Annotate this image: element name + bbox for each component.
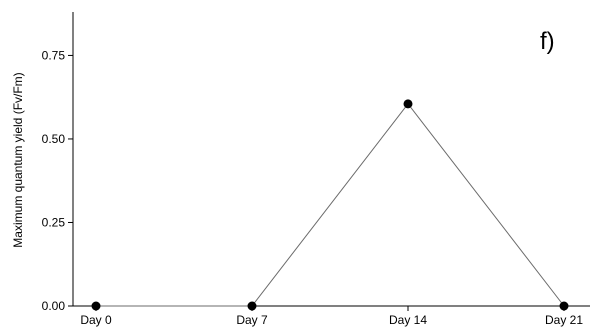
y-tick-label: 0.00: [42, 299, 66, 313]
y-tick-label: 0.75: [42, 48, 66, 62]
y-axis-label: Maximum quantum yield (Fv/Fm): [11, 72, 25, 247]
panel-label: f): [540, 28, 555, 55]
series-line: [96, 103, 565, 307]
data-point: [559, 301, 569, 311]
y-tick-label: 0.25: [42, 215, 66, 229]
y-ticks: 0.00 0.25 0.50 0.75: [42, 48, 73, 313]
x-ticks: Day 0 Day 7 Day 14 Day 21: [80, 306, 583, 327]
series: [91, 99, 569, 311]
x-tick-label: Day 0: [80, 313, 112, 327]
data-point: [247, 301, 257, 311]
x-tick-label: Day 14: [389, 313, 427, 327]
axes: [72, 12, 590, 307]
data-point: [403, 99, 413, 109]
x-tick-label: Day 21: [545, 313, 583, 327]
x-tick-label: Day 7: [236, 313, 268, 327]
data-point: [91, 301, 101, 311]
y-tick-label: 0.50: [42, 132, 66, 146]
